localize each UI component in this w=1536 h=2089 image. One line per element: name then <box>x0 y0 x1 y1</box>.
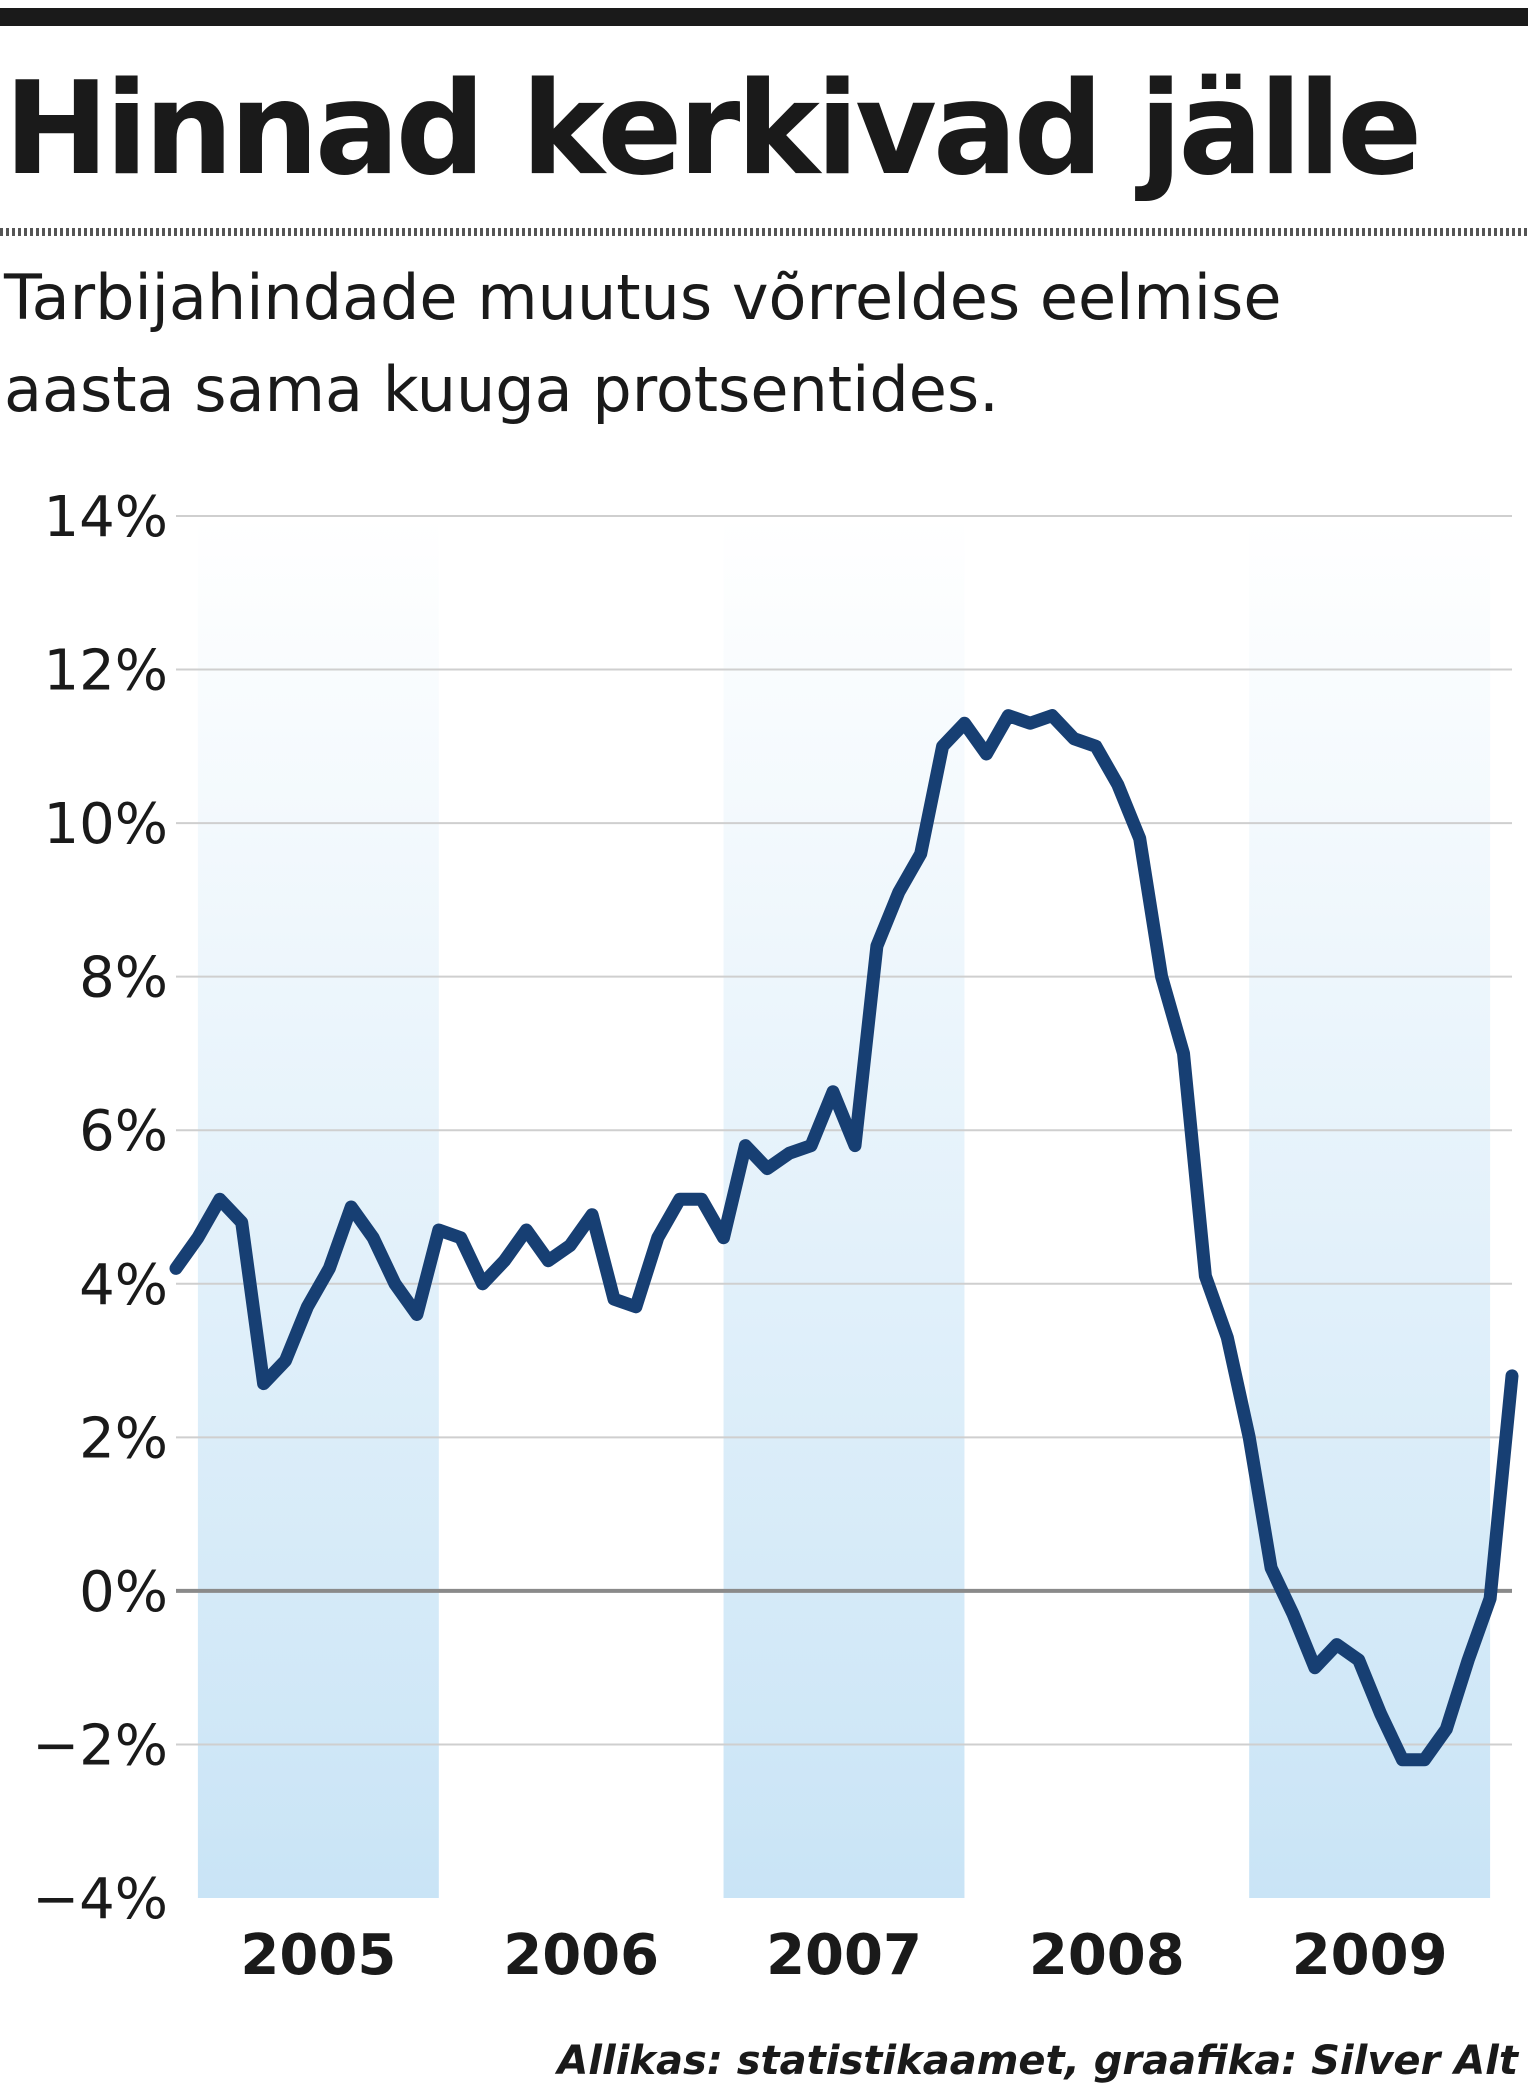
gridlines <box>176 515 1512 1746</box>
x-tick-label: 2008 <box>1029 1923 1185 1988</box>
y-tick-label: 14% <box>44 485 168 550</box>
x-tick-label: 2006 <box>503 1923 659 1988</box>
y-tick-label: 4% <box>79 1253 168 1318</box>
year-band-2009 <box>1249 516 1491 1898</box>
y-tick-label: 2% <box>79 1406 168 1471</box>
x-tick-label: 2009 <box>1292 1923 1448 1988</box>
subtitle-line-1: Tarbijahindade muutus võrreldes eelmise <box>4 261 1282 334</box>
y-tick-label: −2% <box>32 1713 168 1778</box>
x-tick-label: 2007 <box>766 1923 922 1988</box>
source-credit: Allikas: statistikaamet, graafika: Silve… <box>557 2038 1518 2084</box>
y-tick-label: −4% <box>32 1867 168 1932</box>
top-rule <box>0 8 1528 26</box>
x-axis: 2005 2006 2007 2008 2009 <box>240 1923 1447 1988</box>
y-tick-label: 10% <box>44 792 168 857</box>
dotted-divider <box>0 228 1528 236</box>
chart-title: Hinnad kerkivad jälle <box>4 55 1422 204</box>
series <box>169 709 1519 1767</box>
chart-subtitle: Tarbijahindade muutus võrreldes eelmise … <box>4 252 1281 436</box>
subtitle-line-2: aasta sama kuuga protsentides. <box>4 353 999 426</box>
year-band-2005 <box>197 516 439 1898</box>
year-band-2007 <box>723 516 965 1898</box>
y-tick-label: 6% <box>79 1099 168 1164</box>
y-tick-label: 12% <box>44 639 168 704</box>
y-tick-label: 0% <box>79 1560 168 1625</box>
y-tick-label: 8% <box>79 946 168 1011</box>
year-bands <box>197 516 1491 1898</box>
cpi-change-line <box>169 709 1519 1767</box>
y-axis: 14% 12% 10% 8% 6% 4% 2% 0% −2% −4% <box>32 485 168 1932</box>
x-tick-label: 2005 <box>240 1923 396 1988</box>
